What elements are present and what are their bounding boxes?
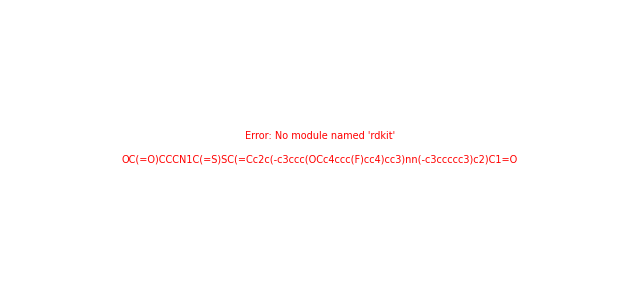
- Text: Error: No module named 'rdkit'

OC(=O)CCCN1C(=S)SC(=Cc2c(-c3ccc(OCc4ccc(F)cc4)cc: Error: No module named 'rdkit' OC(=O)CCC…: [122, 131, 518, 165]
